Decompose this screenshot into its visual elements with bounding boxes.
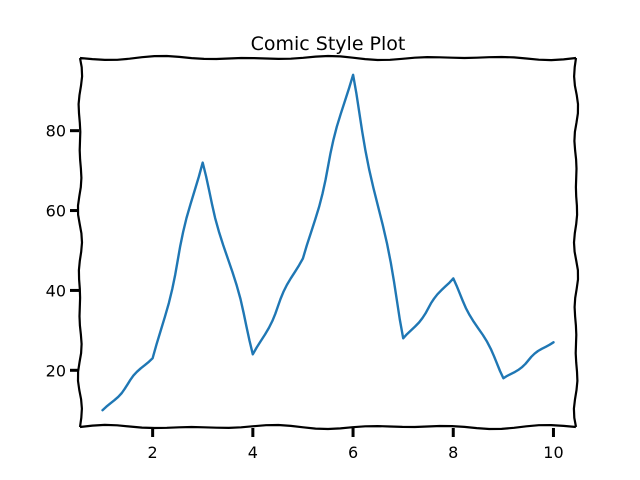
chart-title: Comic Style Plot: [251, 33, 406, 55]
x-tick-label: 2: [148, 443, 158, 462]
y-tick-label: 80: [46, 122, 66, 141]
x-tick-label: 6: [348, 443, 358, 462]
y-tick-label: 60: [46, 202, 66, 221]
plot-frame: [76, 54, 580, 431]
y-tick-label: 20: [46, 361, 66, 380]
y-axis: 20 40 60 80: [46, 122, 79, 380]
x-tick-label: 4: [248, 443, 258, 462]
series-line: [101, 73, 555, 412]
y-tick-label: 40: [46, 281, 66, 300]
x-tick-label: 10: [543, 443, 563, 462]
x-axis: 2 4 6 8 10: [148, 428, 564, 462]
x-tick-label: 8: [448, 443, 458, 462]
